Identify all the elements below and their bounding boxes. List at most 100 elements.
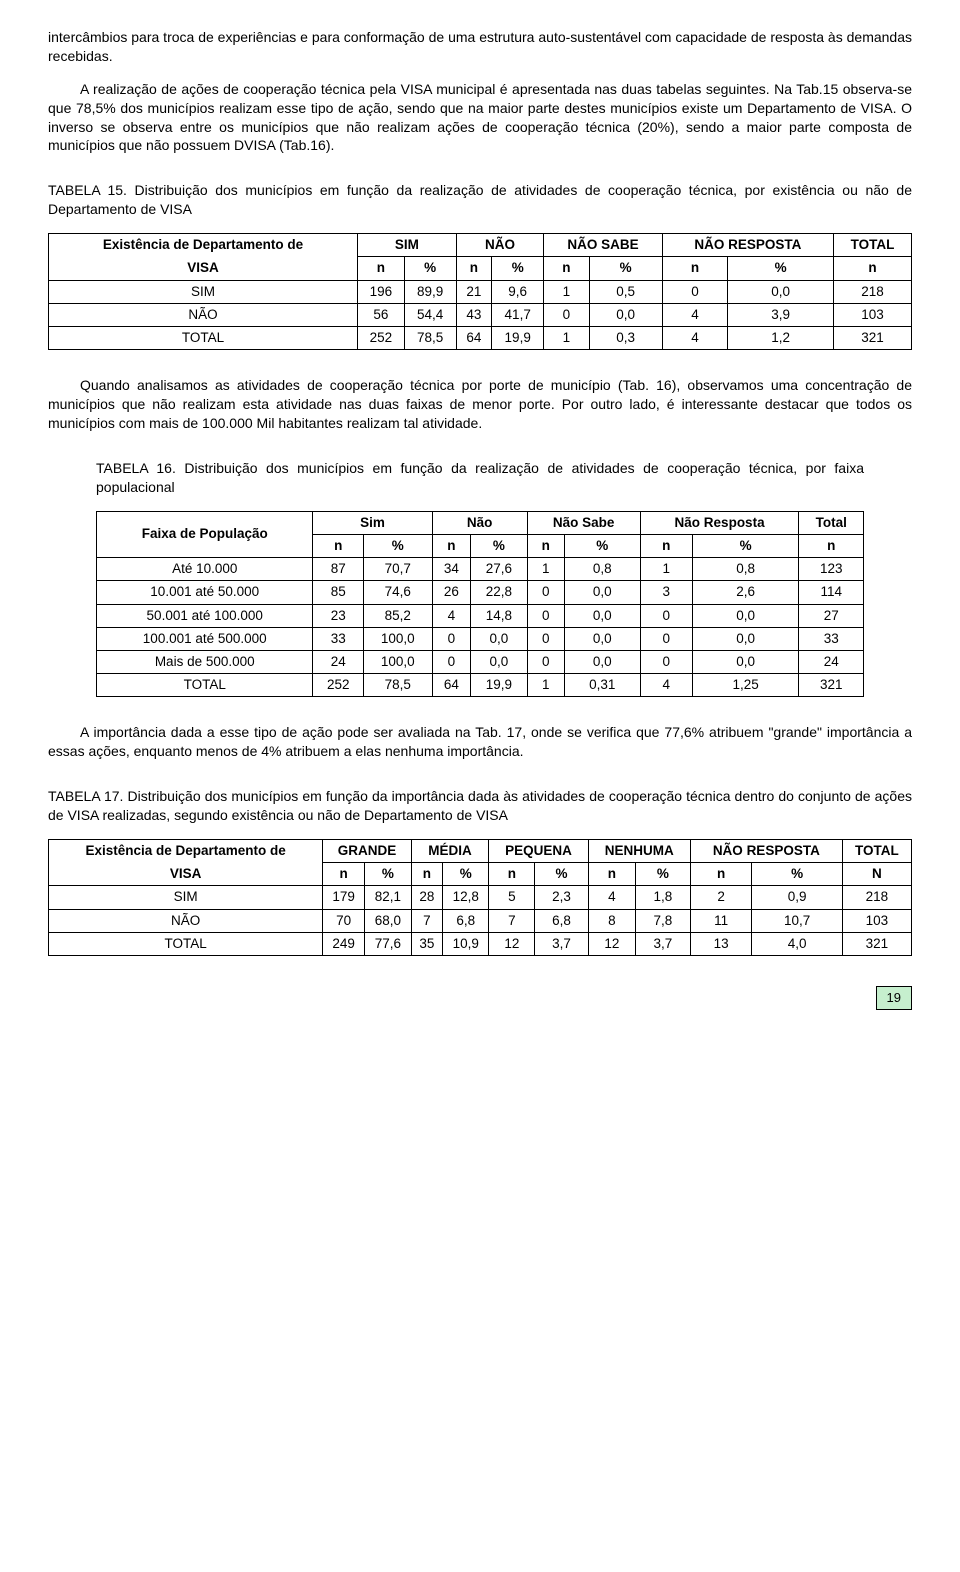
t15-sub: n <box>456 257 491 280</box>
cell: 7 <box>489 909 535 932</box>
cell: 179 <box>323 886 365 909</box>
cell: 1 <box>527 558 564 581</box>
cell: 34 <box>432 558 471 581</box>
cell: 70 <box>323 909 365 932</box>
cell: 14,8 <box>471 604 528 627</box>
cell: 7,8 <box>636 909 691 932</box>
cell: 249 <box>323 932 365 955</box>
cell: 0 <box>640 604 692 627</box>
t17-sub: % <box>364 863 411 886</box>
table-16: Faixa de População Sim Não Não Sabe Não … <box>96 511 864 698</box>
cell: 7 <box>411 909 442 932</box>
cell: 0,0 <box>564 627 640 650</box>
cell: 0,0 <box>692 627 799 650</box>
cell: 0 <box>527 604 564 627</box>
cell: 0,9 <box>752 886 842 909</box>
t16-sub: n <box>640 534 692 557</box>
t17-sub: n <box>323 863 365 886</box>
row-label: TOTAL <box>49 932 323 955</box>
cell: 78,5 <box>404 327 456 350</box>
cell: 4 <box>662 303 728 326</box>
cell: 0,0 <box>692 650 799 673</box>
t16-sub: % <box>364 534 433 557</box>
paragraph-3: Quando analisamos as atividades de coope… <box>48 376 912 433</box>
cell: 0 <box>527 650 564 673</box>
cell: 1 <box>640 558 692 581</box>
cell: 123 <box>799 558 864 581</box>
t17-head: MÉDIA <box>411 839 489 862</box>
cell: 0 <box>640 650 692 673</box>
t17-corner-bottom: VISA <box>49 863 323 886</box>
cell: 21 <box>456 280 491 303</box>
cell: 43 <box>456 303 491 326</box>
cell: 103 <box>834 303 912 326</box>
cell: 0,8 <box>692 558 799 581</box>
cell: 64 <box>456 327 491 350</box>
paragraph-4: A importância dada a esse tipo de ação p… <box>48 723 912 761</box>
cell: 54,4 <box>404 303 456 326</box>
table-row: TOTAL25278,56419,910,3141,25321 <box>97 674 864 697</box>
cell: 87 <box>313 558 364 581</box>
cell: 33 <box>799 627 864 650</box>
cell: 85,2 <box>364 604 433 627</box>
cell: 0,0 <box>728 280 834 303</box>
row-label: SIM <box>49 280 358 303</box>
cell: 100,0 <box>364 650 433 673</box>
table-16-title: TABELA 16. Distribuição dos municípios e… <box>96 459 864 497</box>
cell: 82,1 <box>364 886 411 909</box>
t17-sub: % <box>535 863 588 886</box>
cell: 0 <box>662 280 728 303</box>
t16-head: Não Resposta <box>640 511 799 534</box>
cell: 3,7 <box>535 932 588 955</box>
cell: 68,0 <box>364 909 411 932</box>
t16-sub: % <box>564 534 640 557</box>
t16-head: Sim <box>313 511 432 534</box>
cell: 0 <box>527 581 564 604</box>
cell: 2 <box>690 886 752 909</box>
t16-sub: n <box>313 534 364 557</box>
cell: 0,0 <box>589 303 662 326</box>
cell: 85 <box>313 581 364 604</box>
t17-sub: n <box>588 863 635 886</box>
t15-head-naoresp: NÃO RESPOSTA <box>662 234 833 257</box>
cell: 27,6 <box>471 558 528 581</box>
t17-corner-top: Existência de Departamento de <box>49 839 323 862</box>
cell: 12,8 <box>443 886 489 909</box>
cell: 252 <box>313 674 364 697</box>
cell: 2,3 <box>535 886 588 909</box>
t17-sub: n <box>411 863 442 886</box>
t17-sub: % <box>636 863 691 886</box>
t17-head: NÃO RESPOSTA <box>690 839 842 862</box>
cell: 218 <box>834 280 912 303</box>
t17-sub: N <box>842 863 911 886</box>
cell: 0,3 <box>589 327 662 350</box>
t15-head-total: TOTAL <box>834 234 912 257</box>
cell: 26 <box>432 581 471 604</box>
cell: 321 <box>799 674 864 697</box>
row-label: 10.001 até 50.000 <box>97 581 313 604</box>
table-row: 100.001 até 500.00033100,000,000,000,033 <box>97 627 864 650</box>
t16-head: Não Sabe <box>527 511 640 534</box>
table-15-title: TABELA 15. Distribuição dos municípios e… <box>48 181 912 219</box>
cell: 0,8 <box>564 558 640 581</box>
cell: 196 <box>358 280 405 303</box>
cell: 33 <box>313 627 364 650</box>
table-15: Existência de Departamento de SIM NÃO NÃ… <box>48 233 912 350</box>
row-label: TOTAL <box>49 327 358 350</box>
cell: 3,9 <box>728 303 834 326</box>
cell: 0 <box>544 303 589 326</box>
cell: 27 <box>799 604 864 627</box>
cell: 70,7 <box>364 558 433 581</box>
table-row: 10.001 até 50.0008574,62622,800,032,6114 <box>97 581 864 604</box>
cell: 19,9 <box>492 327 544 350</box>
t15-sub: n <box>544 257 589 280</box>
cell: 89,9 <box>404 280 456 303</box>
t15-sub: % <box>492 257 544 280</box>
cell: 0,0 <box>471 650 528 673</box>
cell: 0,0 <box>692 604 799 627</box>
cell: 10,9 <box>443 932 489 955</box>
t15-sub: n <box>358 257 405 280</box>
cell: 23 <box>313 604 364 627</box>
cell: 1 <box>544 327 589 350</box>
row-label: 100.001 até 500.000 <box>97 627 313 650</box>
